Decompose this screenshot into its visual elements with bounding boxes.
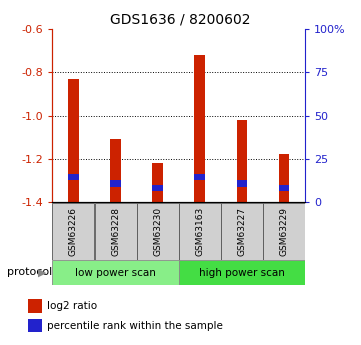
- Bar: [95, 203, 136, 260]
- Bar: [195, 174, 205, 180]
- Text: GSM63230: GSM63230: [153, 207, 162, 256]
- Text: GSM63163: GSM63163: [195, 207, 204, 256]
- Bar: [152, 163, 163, 202]
- Bar: [136, 203, 179, 260]
- Bar: [28, 299, 43, 313]
- Text: high power scan: high power scan: [199, 268, 285, 277]
- Text: GSM63228: GSM63228: [111, 207, 120, 256]
- Bar: [263, 203, 305, 260]
- Bar: [236, 180, 247, 187]
- Bar: [179, 203, 221, 260]
- Text: percentile rank within the sample: percentile rank within the sample: [47, 321, 223, 331]
- Bar: [28, 319, 43, 332]
- Bar: [68, 174, 79, 180]
- Text: GDS1636 / 8200602: GDS1636 / 8200602: [110, 12, 251, 26]
- Bar: [195, 55, 205, 202]
- Text: protocol: protocol: [7, 267, 52, 277]
- Text: GSM63227: GSM63227: [238, 207, 246, 256]
- Bar: [68, 79, 79, 202]
- Bar: [179, 260, 305, 285]
- Text: ▶: ▶: [38, 267, 47, 277]
- Bar: [152, 185, 163, 191]
- Bar: [279, 185, 289, 191]
- Bar: [221, 203, 263, 260]
- Text: GSM63229: GSM63229: [279, 207, 288, 256]
- Text: log2 ratio: log2 ratio: [47, 301, 97, 311]
- Text: GSM63226: GSM63226: [69, 207, 78, 256]
- Bar: [236, 120, 247, 202]
- Bar: [110, 180, 121, 187]
- Bar: [52, 203, 95, 260]
- Bar: [110, 139, 121, 202]
- Bar: [52, 260, 179, 285]
- Bar: [279, 154, 289, 202]
- Text: low power scan: low power scan: [75, 268, 156, 277]
